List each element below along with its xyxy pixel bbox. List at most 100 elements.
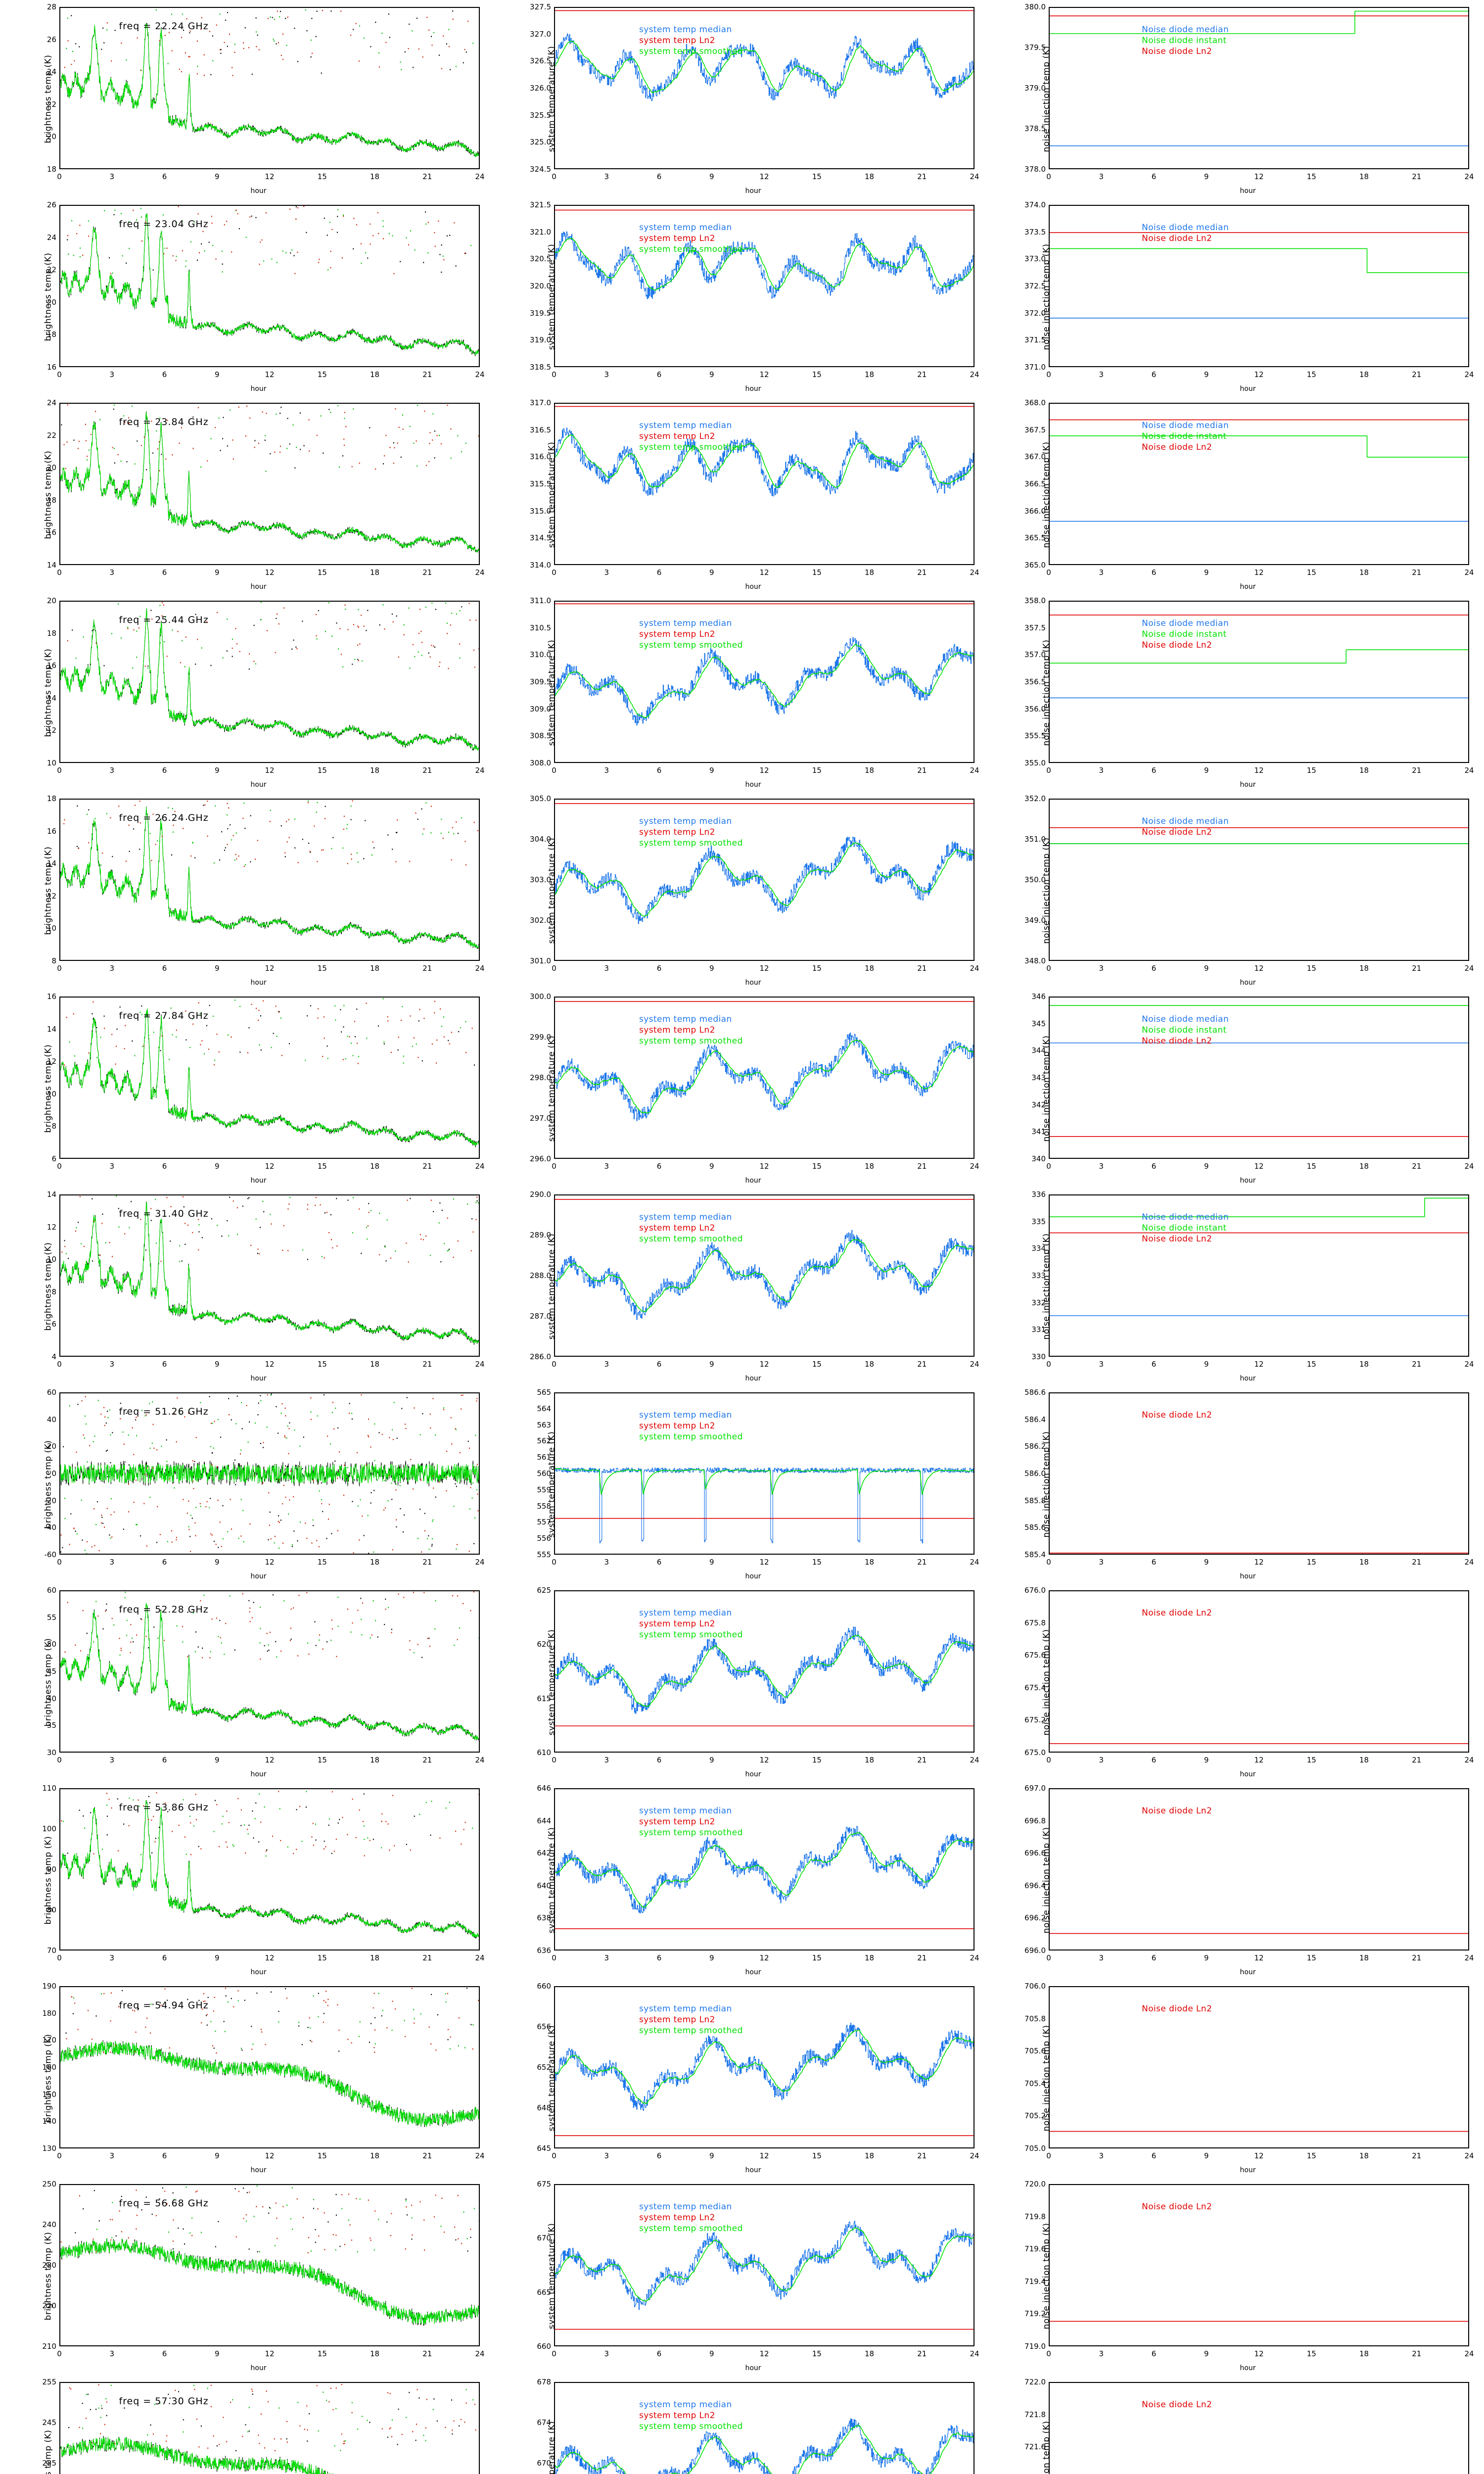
x-axis-label: hour [745,979,761,987]
figure-row: brightness temp (K) 28 26 24 22 20 18 freq = 22… [0,0,1484,198]
y-tick-label: 245 [42,2418,56,2427]
x-tick-label: 6 [162,568,167,577]
y-tick-label: 330 [1031,1352,1046,1361]
figure-row: brightness temp (K) 110 100 90 80 70 freq = 53… [0,1781,1484,1979]
plot-area: freq = 25.44 GHz [59,601,480,763]
y-tick-label: 558 [537,1501,551,1511]
panel-system-temperature: system temperature (K) 565 564 563 562 561 560… [495,1385,989,1583]
y-tick-label: 331 [1031,1325,1046,1334]
panel-system-temperature: system temperature (K) 321.5 321.0 320.5 320… [495,198,989,396]
x-tick-label: 0 [57,1360,62,1369]
y-tick-label: 706.0 [1024,1982,1046,1991]
legend-entry: system temp smoothed [639,2421,743,2431]
x-tick-label: 18 [864,172,875,181]
y-tick-label: 210 [42,2342,56,2351]
x-tick-label: 15 [812,370,822,379]
y-tick-label: 320.5 [530,254,551,264]
x-axis-label: hour [250,1375,267,1382]
x-tick-label: 0 [57,2349,62,2358]
x-tick-label: 12 [265,568,275,577]
x-tick-label: 6 [656,2349,662,2358]
x-tick-label: 21 [1412,2349,1422,2358]
y-tick-label: 6 [51,1154,56,1163]
x-tick-label: 3 [1099,1756,1104,1764]
legend-entry: Noise diode Ln2 [1142,1608,1212,1618]
x-tick-label: 18 [1359,766,1369,775]
x-axis-label: hour [250,187,267,195]
x-tick-label: 12 [1254,964,1264,973]
x-tick-label: 3 [604,2151,609,2160]
x-tick-label: 6 [162,2151,167,2160]
x-axis-ticks: 0 3 6 9 12 15 18 21 24 [57,1162,484,1171]
x-tick-label: 9 [1204,568,1209,577]
legend: Noise diode median Noise diode instant Noi… [1142,1212,1229,1244]
x-tick-label: 21 [1412,172,1422,181]
panel-system-temperature: system temperature (K) 300.0 299.0 298.0 297… [495,990,989,1188]
x-tick-label: 12 [759,964,769,973]
x-tick-label: 15 [1306,2349,1316,2358]
panel-brightness-temp: brightness temp (K) 18 16 14 12 10 8 freq = 26.… [0,792,495,990]
panel-system-temperature: system temperature (K) 625 620 615 610 system… [495,1583,989,1781]
x-tick-label: 15 [317,2151,327,2160]
x-tick-label: 18 [370,1953,380,1962]
x-tick-label: 9 [214,1756,220,1764]
y-tick-label: 55 [46,1613,56,1622]
y-tick-label: 320.0 [530,282,551,290]
x-axis-ticks: 0 3 6 9 12 15 18 21 24 [1046,1162,1474,1171]
x-tick-label: 24 [1464,370,1474,379]
x-tick-label: 9 [214,1162,220,1171]
legend: system temp median system temp Ln2 system … [639,816,743,849]
legend: system temp median system temp Ln2 system … [639,223,743,255]
panel-noise-injection-temp: noise injection temp (K) 380.0 379.5 379.0 3… [989,0,1484,198]
x-axis-label: hour [1240,979,1256,987]
y-axis-ticks: 327.5 327.0 326.5 326.0 325.5 325.0 324.5 [510,2,551,174]
x-tick-label: 9 [1204,964,1209,973]
x-tick-label: 0 [57,2151,62,2160]
x-tick-label: 21 [422,2349,432,2358]
x-tick-label: 0 [552,568,556,577]
freq-annotation: freq = 31.40 GHz [119,1208,209,1219]
y-tick-label: 302.0 [530,916,551,925]
x-tick-label: 24 [970,964,979,973]
x-tick-label: 6 [656,1162,662,1171]
legend-entry: Noise diode Ln2 [1142,1410,1212,1420]
x-tick-label: 18 [864,1558,875,1567]
y-tick-label: 356.0 [1024,704,1046,714]
plot-area: Noise diode Ln2 [1049,2382,1469,2474]
x-axis-ticks: 0 3 6 9 12 15 18 21 24 [1046,370,1474,379]
panel-brightness-temp: brightness temp (K) 250 240 230 220 210 freq =… [0,2177,495,2375]
y-tick-label: 14 [46,561,56,570]
y-tick-label: 620 [537,1640,551,1649]
x-tick-label: 0 [552,1756,556,1764]
legend: Noise diode median Noise diode Ln2 [1142,816,1229,838]
plot-area: freq = 52.28 GHz [59,1590,480,1753]
x-axis-ticks: 0 3 6 9 12 15 18 21 24 [1046,568,1474,577]
y-tick-label: 10 [46,1255,56,1264]
y-axis-ticks: 720.0 719.8 719.6 719.4 719.2 719.0 [1004,2180,1046,2351]
x-tick-label: 15 [317,568,327,577]
x-tick-label: 6 [1151,2151,1157,2160]
x-axis-label: hour [1240,1968,1256,1976]
y-tick-label: 332 [1031,1298,1046,1307]
x-tick-label: 6 [656,1953,662,1962]
y-tick-label: 585.8 [1024,1496,1046,1505]
legend: system temp median system temp Ln2 system … [639,1410,743,1442]
x-axis-label: hour [1240,187,1256,195]
x-tick-label: 21 [422,2151,432,2160]
y-tick-label: 22 [46,265,56,275]
y-tick-label: 665 [537,2287,551,2297]
y-tick-label: 24 [46,67,56,77]
x-tick-label: 0 [1046,1558,1051,1567]
y-tick-label: 315.0 [530,506,551,516]
x-tick-label: 15 [1306,766,1316,775]
y-tick-label: 705.2 [1024,2111,1046,2121]
plot-area: system temp median system temp Ln2 system … [554,799,974,961]
x-tick-label: 3 [604,1162,609,1171]
legend-entry: system temp Ln2 [639,2014,715,2025]
x-tick-label: 6 [656,1360,662,1369]
plot-area: Noise diode Ln2 [1049,1788,1469,1951]
y-tick-label: 674 [537,2418,551,2427]
x-tick-label: 12 [1254,1756,1264,1764]
y-tick-label: 557 [537,1518,551,1527]
x-tick-label: 0 [57,1756,62,1764]
